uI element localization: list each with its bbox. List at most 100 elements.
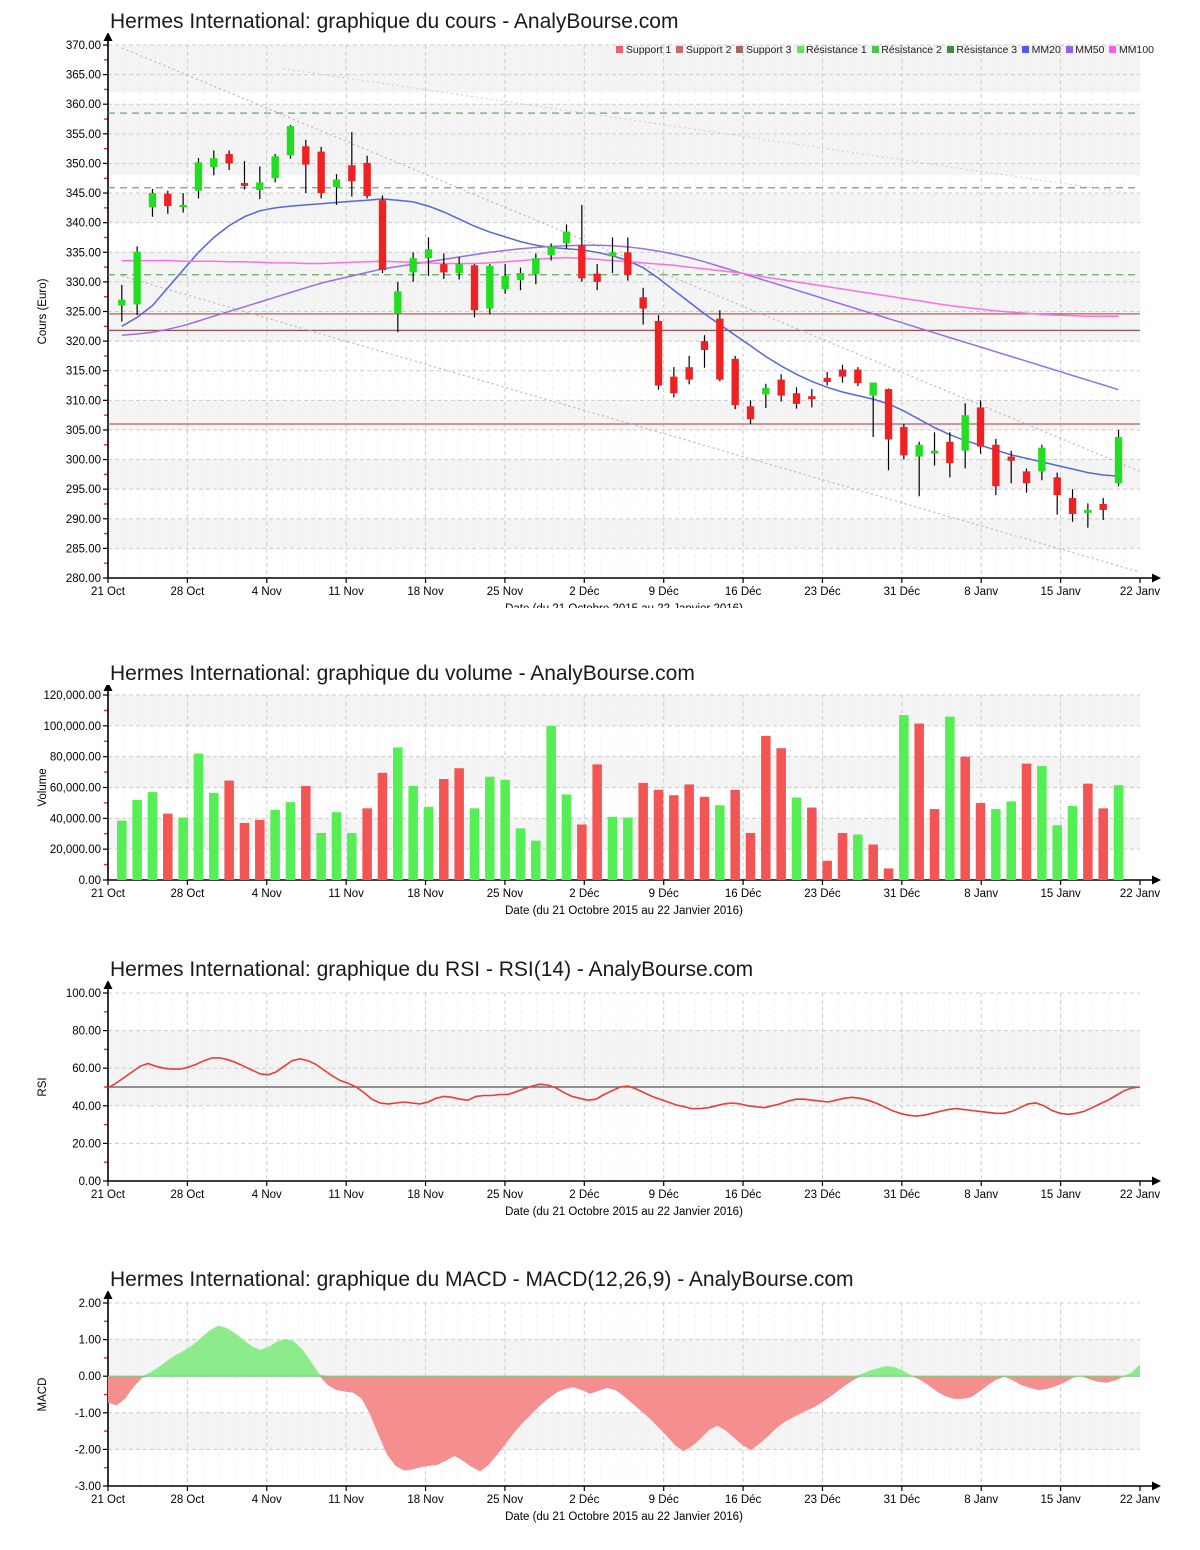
volume-bar-up[interactable]: [132, 799, 142, 881]
volume-bar-up[interactable]: [193, 753, 204, 881]
candlestick-up[interactable]: [179, 193, 187, 213]
legend-item-8[interactable]: MM100: [1109, 44, 1154, 56]
volume-bar-down[interactable]: [454, 768, 464, 881]
candlestick-up[interactable]: [394, 281, 402, 333]
volume-bar-down[interactable]: [730, 789, 740, 881]
legend-item-4[interactable]: Résistance 2: [871, 44, 942, 56]
candlestick-up[interactable]: [762, 383, 770, 409]
legend-item-0[interactable]: Support 1: [616, 44, 671, 56]
candlestick-up[interactable]: [1084, 503, 1092, 528]
candlestick-down[interactable]: [884, 388, 893, 471]
candlestick-down[interactable]: [685, 356, 693, 385]
volume-bar-up[interactable]: [853, 834, 863, 881]
volume-bar-down[interactable]: [669, 795, 679, 881]
legend-item-2[interactable]: Support 3: [736, 44, 792, 56]
candlestick-up[interactable]: [271, 154, 279, 183]
candlestick-down[interactable]: [440, 253, 448, 280]
volume-bar-down[interactable]: [439, 779, 449, 881]
volume-bar-up[interactable]: [945, 716, 955, 881]
candlestick-down[interactable]: [164, 190, 172, 214]
volume-bar-down[interactable]: [807, 807, 817, 881]
candlestick-up[interactable]: [424, 237, 433, 277]
volume-bar-up[interactable]: [347, 833, 357, 881]
volume-bar-up[interactable]: [408, 786, 418, 881]
candlestick-down[interactable]: [348, 132, 356, 197]
candlestick-down[interactable]: [363, 155, 371, 199]
volume-bar-down[interactable]: [883, 868, 894, 881]
volume-bar-down[interactable]: [239, 823, 250, 881]
legend-item-7[interactable]: MM50: [1065, 44, 1104, 56]
candlestick-down[interactable]: [731, 356, 739, 410]
candlestick-up[interactable]: [501, 264, 509, 294]
candlestick-down[interactable]: [838, 364, 847, 383]
candlestick-down[interactable]: [746, 400, 755, 425]
candlestick-down[interactable]: [792, 387, 801, 409]
volume-bar-up[interactable]: [623, 817, 633, 881]
candlestick-down[interactable]: [808, 389, 816, 408]
candlestick-up[interactable]: [332, 174, 341, 205]
volume-bar-up[interactable]: [607, 816, 618, 881]
volume-bar-up[interactable]: [899, 715, 909, 881]
volume-bar-down[interactable]: [929, 809, 940, 881]
volume-bar-up[interactable]: [469, 808, 480, 881]
candlestick-down[interactable]: [225, 150, 233, 171]
candlestick-up[interactable]: [869, 382, 877, 438]
candlestick-up[interactable]: [133, 246, 141, 316]
candlestick-down[interactable]: [639, 287, 647, 325]
candlestick-down[interactable]: [992, 438, 1000, 496]
volume-bar-up[interactable]: [1006, 801, 1016, 881]
volume-bar-down[interactable]: [776, 748, 786, 881]
candlestick-down[interactable]: [470, 264, 479, 318]
volume-bar-down[interactable]: [1083, 783, 1093, 881]
candlestick-down[interactable]: [854, 367, 862, 387]
volume-bar-up[interactable]: [531, 840, 541, 881]
candlestick-down[interactable]: [700, 335, 709, 368]
candlestick-up[interactable]: [1114, 430, 1123, 487]
legend-item-6[interactable]: MM20: [1022, 44, 1061, 56]
candlestick-up[interactable]: [256, 166, 264, 200]
volume-bar-down[interactable]: [1098, 808, 1108, 881]
volume-bar-up[interactable]: [316, 833, 326, 881]
volume-bar-down[interactable]: [577, 824, 587, 881]
candlestick-down[interactable]: [1053, 472, 1061, 515]
volume-bar-up[interactable]: [285, 802, 296, 881]
candlestick-down[interactable]: [240, 161, 249, 190]
candlestick-up[interactable]: [532, 253, 540, 285]
volume-bar-down[interactable]: [255, 819, 265, 881]
volume-bar-up[interactable]: [791, 797, 802, 881]
legend-item-1[interactable]: Support 2: [676, 44, 731, 56]
volume-bar-up[interactable]: [1052, 825, 1062, 881]
candlestick-up[interactable]: [915, 441, 923, 497]
candlestick-down[interactable]: [578, 204, 586, 282]
volume-bar-down[interactable]: [377, 772, 388, 881]
volume-bar-up[interactable]: [393, 747, 403, 881]
candlestick-up[interactable]: [455, 257, 463, 280]
volume-bar-down[interactable]: [684, 784, 694, 881]
volume-bar-down[interactable]: [638, 782, 648, 881]
volume-bar-up[interactable]: [1067, 806, 1078, 881]
volume-bar-up[interactable]: [270, 809, 280, 881]
volume-bar-down[interactable]: [745, 833, 756, 881]
legend-item-5[interactable]: Résistance 3: [946, 44, 1017, 56]
candlestick-down[interactable]: [593, 264, 601, 291]
legend-item-3[interactable]: Résistance 1: [796, 44, 867, 56]
candlestick-down[interactable]: [1007, 450, 1015, 484]
volume-bar-up[interactable]: [1037, 766, 1047, 881]
candlestick-down[interactable]: [716, 310, 724, 382]
volume-bar-down[interactable]: [653, 789, 664, 881]
candlestick-down[interactable]: [317, 146, 325, 199]
candlestick-up[interactable]: [148, 189, 157, 217]
volume-bar-down[interactable]: [592, 764, 602, 881]
candlestick-down[interactable]: [900, 424, 908, 460]
candlestick-down[interactable]: [946, 432, 954, 478]
volume-bar-up[interactable]: [715, 805, 725, 881]
candlestick-down[interactable]: [823, 372, 831, 386]
candlestick-down[interactable]: [1099, 498, 1107, 521]
volume-bar-down[interactable]: [868, 844, 878, 881]
candlestick-down[interactable]: [624, 237, 632, 281]
candlestick-down[interactable]: [302, 139, 310, 194]
volume-bar-up[interactable]: [209, 792, 219, 881]
candlestick-up[interactable]: [516, 267, 525, 291]
candlestick-down[interactable]: [1022, 468, 1031, 493]
volume-bar-down[interactable]: [362, 808, 372, 881]
